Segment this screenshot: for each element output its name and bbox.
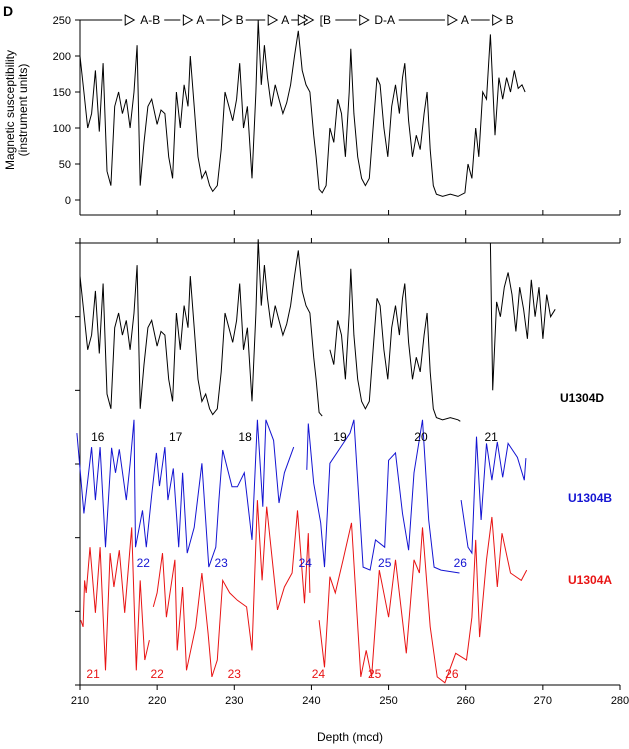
splice-arrow-icon — [492, 14, 503, 26]
trace-u1304a — [318, 516, 528, 684]
stage-label: 20 — [414, 430, 428, 444]
stage-label: 24 — [312, 667, 326, 681]
x-tick-label: 230 — [225, 695, 243, 707]
traces — [76, 19, 556, 684]
splice-arrow-icon — [447, 14, 458, 26]
splice-label-text: B — [236, 13, 244, 27]
trace-u1304b — [76, 419, 295, 568]
top-y-tick-label: 250 — [53, 15, 71, 27]
top-y-tick-label: 50 — [59, 159, 71, 171]
y-axis-label-line1: Magnetic susceptibility — [3, 50, 17, 170]
trace-u1304d — [79, 239, 323, 417]
splice-label: A-B — [122, 12, 165, 28]
splice-arrow-icon — [222, 14, 233, 26]
stage-label: 19 — [333, 430, 347, 444]
splice-label-bg — [122, 12, 165, 28]
splice-label: A — [180, 12, 207, 28]
splice-arrow-icon — [124, 14, 136, 26]
trace-u1304b — [306, 419, 460, 574]
splice-label-text: A — [196, 13, 204, 27]
y-axis-label-line2: (instrument units) — [16, 64, 30, 157]
stage-label: 17 — [169, 430, 183, 444]
top-y-tick-label: 0 — [65, 195, 71, 207]
top-y-tick-label: 100 — [53, 123, 71, 135]
splice-label-text: A-B — [140, 13, 160, 27]
trace-u1304b — [460, 436, 527, 555]
annotations: A-B A B A [B D-A A B U1304D U1304B U1304A 16 17 18 19 2… — [86, 12, 612, 681]
x-tick-label: 250 — [379, 695, 397, 707]
splice-label-bg — [301, 12, 336, 28]
x-tick-label: 270 — [534, 695, 552, 707]
stage-label: 18 — [238, 430, 252, 444]
stage-label: 26 — [454, 556, 468, 570]
splice-label: B — [219, 12, 246, 28]
splice-label-bg — [356, 12, 399, 28]
stage-label: 24 — [299, 556, 313, 570]
axes: 0 50 100 150 200 250 210 220 230 240 250 260 270 280 — [53, 15, 629, 707]
series-label-u1304d: U1304D — [560, 391, 604, 405]
splice-arrow-icon — [297, 14, 309, 26]
stage-label: 21 — [484, 430, 498, 444]
top-y-tick-label: 150 — [53, 87, 71, 99]
x-tick-label: 210 — [71, 695, 89, 707]
x-tick-label: 280 — [611, 695, 629, 707]
trace-u1304a — [80, 527, 150, 671]
stage-label: 23 — [214, 556, 228, 570]
stage-label: 21 — [86, 667, 100, 681]
series-label-u1304a: U1304A — [568, 573, 612, 587]
splice-label-text: D-A — [374, 13, 395, 27]
trace-u1304a — [152, 500, 311, 678]
x-tick-label: 260 — [457, 695, 475, 707]
splice-arrow-icon — [359, 14, 370, 26]
splice-label-text: A — [461, 13, 469, 27]
panel-letter: D — [3, 3, 13, 19]
stage-label: 23 — [228, 667, 242, 681]
splice-arrow-icon — [182, 14, 194, 26]
stage-label: 26 — [445, 667, 459, 681]
top-splice-trace — [79, 19, 526, 197]
stage-label: 16 — [91, 430, 105, 444]
splice-label-text: [B — [320, 13, 331, 27]
splice-label: [B — [297, 12, 336, 28]
splice-arrow-icon — [267, 14, 279, 26]
x-tick-label: 240 — [302, 695, 320, 707]
series-label-u1304b: U1304B — [568, 491, 612, 505]
splice-label: B — [489, 12, 516, 28]
stage-label: 22 — [137, 556, 151, 570]
splice-label: D-A — [356, 12, 399, 28]
stage-label: 22 — [150, 667, 164, 681]
trace-u1304d — [489, 242, 556, 391]
splice-label-text: A — [281, 13, 289, 27]
x-tick-label: 220 — [148, 695, 166, 707]
x-axis-label: Depth (mcd) — [317, 730, 383, 744]
splice-label-text: B — [506, 13, 514, 27]
trace-u1304d — [329, 268, 461, 422]
top-y-tick-label: 200 — [53, 51, 71, 63]
stage-label: 25 — [378, 556, 392, 570]
splice-label: A — [444, 12, 471, 28]
stage-label: 25 — [368, 667, 382, 681]
splice-label: A — [265, 12, 292, 28]
